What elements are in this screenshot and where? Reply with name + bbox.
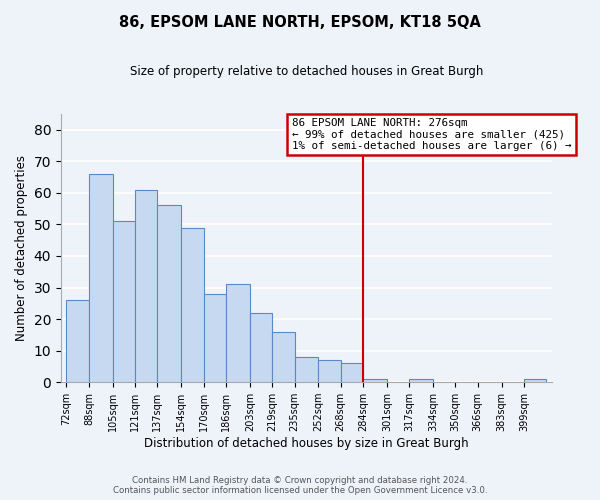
Bar [226,284,250,382]
Bar [272,332,295,382]
Bar [67,300,89,382]
Text: 86, EPSOM LANE NORTH, EPSOM, KT18 5QA: 86, EPSOM LANE NORTH, EPSOM, KT18 5QA [119,15,481,30]
Bar [524,379,547,382]
Bar [157,206,181,382]
Bar [250,313,272,382]
Bar [341,364,363,382]
Bar [319,360,341,382]
Bar [203,294,226,382]
Bar [181,228,203,382]
X-axis label: Distribution of detached houses by size in Great Burgh: Distribution of detached houses by size … [144,437,469,450]
Text: Contains HM Land Registry data © Crown copyright and database right 2024.
Contai: Contains HM Land Registry data © Crown c… [113,476,487,495]
Bar [113,221,135,382]
Bar [89,174,113,382]
Y-axis label: Number of detached properties: Number of detached properties [15,155,28,341]
Bar [363,379,387,382]
Bar [135,190,157,382]
Bar [295,357,319,382]
Title: Size of property relative to detached houses in Great Burgh: Size of property relative to detached ho… [130,65,483,78]
Text: 86 EPSOM LANE NORTH: 276sqm
← 99% of detached houses are smaller (425)
1% of sem: 86 EPSOM LANE NORTH: 276sqm ← 99% of det… [292,118,571,151]
Bar [409,379,433,382]
